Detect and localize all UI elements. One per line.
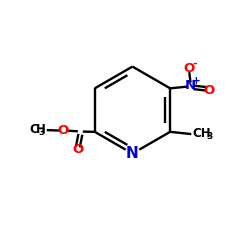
Text: O: O xyxy=(72,144,84,156)
Text: CH: CH xyxy=(192,126,211,140)
Text: O: O xyxy=(184,62,195,76)
Text: 3: 3 xyxy=(207,132,213,141)
Text: -: - xyxy=(193,58,197,68)
Text: N: N xyxy=(126,146,139,161)
Text: +: + xyxy=(192,76,200,86)
Text: H: H xyxy=(36,123,46,136)
Text: C: C xyxy=(29,123,38,136)
Text: N: N xyxy=(185,79,196,92)
Text: 3: 3 xyxy=(38,128,44,137)
Text: O: O xyxy=(58,124,69,137)
Text: O: O xyxy=(204,84,215,97)
